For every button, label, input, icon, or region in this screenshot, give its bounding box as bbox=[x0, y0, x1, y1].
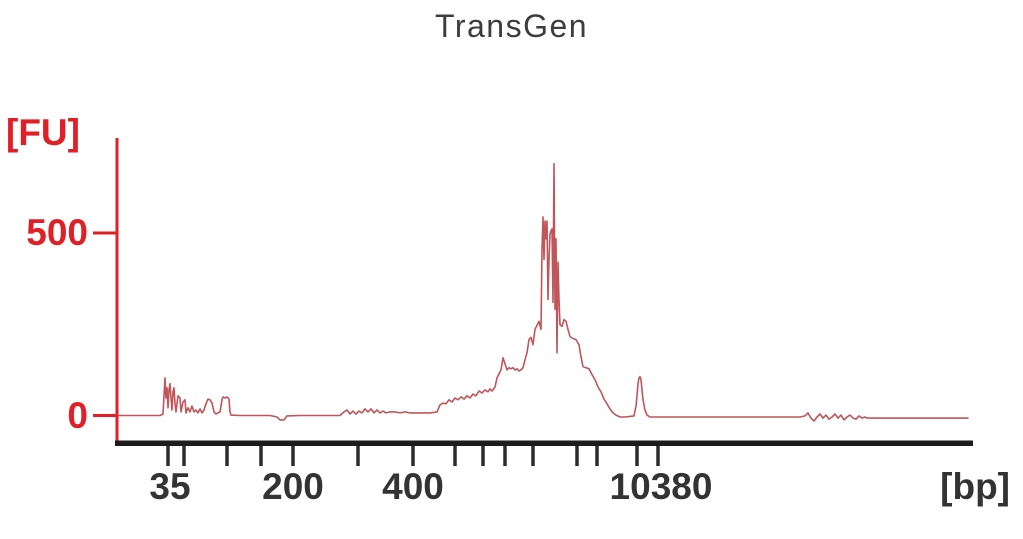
x-axis-tick bbox=[291, 446, 295, 466]
y-tick-label-0: 0 bbox=[67, 394, 88, 436]
x-tick-label-400: 400 bbox=[382, 466, 444, 507]
x-axis-tick bbox=[656, 446, 660, 466]
y-axis-line bbox=[115, 138, 119, 446]
x-axis-tick bbox=[595, 446, 599, 466]
x-tick-label-200: 200 bbox=[262, 466, 324, 507]
x-axis-tick bbox=[225, 446, 229, 466]
y-axis-tick bbox=[93, 231, 118, 235]
y-tick-label-500: 500 bbox=[26, 212, 88, 253]
chart-title: TransGen bbox=[434, 8, 589, 44]
x-axis-tick bbox=[531, 446, 535, 466]
x-tick-label-10380: 10380 bbox=[609, 466, 713, 507]
y-axis-tick bbox=[93, 414, 118, 417]
sample-trace bbox=[118, 162, 969, 422]
x-axis-unit-label: [bp] bbox=[940, 466, 1010, 507]
x-tick-label-35: 35 bbox=[149, 466, 191, 507]
x-axis-tick bbox=[481, 446, 485, 466]
y-axis-unit-label: [FU] bbox=[6, 112, 80, 153]
x-axis-tick bbox=[166, 446, 170, 466]
x-axis-tick bbox=[411, 446, 415, 466]
x-axis-tick bbox=[635, 446, 639, 466]
x-axis-tick bbox=[182, 446, 186, 466]
x-axis-tick bbox=[503, 446, 507, 466]
x-axis-line bbox=[115, 440, 973, 446]
x-axis-tick bbox=[356, 446, 360, 466]
x-axis-tick bbox=[259, 446, 263, 466]
x-axis-tick bbox=[575, 446, 579, 466]
x-axis-tick bbox=[453, 446, 457, 466]
